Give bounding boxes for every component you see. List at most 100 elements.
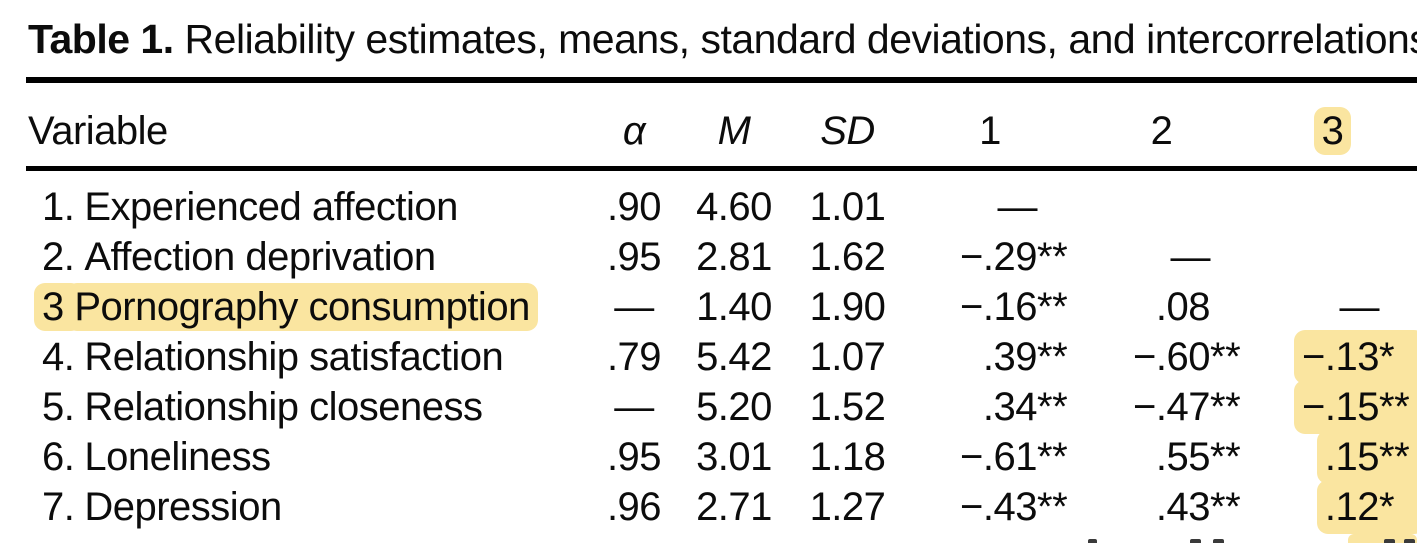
correlation-value: −.15 <box>1302 385 1379 429</box>
significance-stars: ** <box>1037 485 1068 529</box>
mean-cell: 5.42 <box>696 335 772 379</box>
table-title-label: Table 1. <box>28 16 174 62</box>
correlation-1-cell: −.29 ** <box>905 232 1075 282</box>
significance-stars: ** <box>1037 235 1068 279</box>
mean-cell: 5.20 <box>696 385 772 429</box>
row-label: Depression <box>84 485 282 529</box>
correlation-value: −.61 <box>960 435 1037 479</box>
clipped-row-mark <box>1404 539 1415 543</box>
variable-label-cell: 1. Experienced affection <box>28 182 590 232</box>
table-row: 1. Experienced affection .90 4.60 1.01 — <box>28 182 1417 232</box>
alpha-cell: .90 <box>606 185 662 229</box>
significance-stars: ** <box>1210 385 1241 429</box>
correlation-3-cell: .12 * <box>1248 480 1417 534</box>
column-header-2: 2 <box>1150 109 1173 153</box>
alpha-cell: .79 <box>606 335 662 379</box>
correlation-3-cell: −.15 ** <box>1248 380 1417 434</box>
correlation-value: .39 <box>982 335 1038 379</box>
mean-cell: 3.01 <box>696 435 772 479</box>
significance-stars <box>1379 282 1417 332</box>
correlation-value: .43 <box>1155 485 1211 529</box>
sd-cell: 1.62 <box>809 235 886 279</box>
correlation-value: −.47 <box>1133 385 1210 429</box>
significance-stars: ** <box>1379 435 1410 479</box>
column-header-variable: Variable <box>28 109 168 153</box>
mean-cell: 2.71 <box>696 485 772 529</box>
row-number: 6. <box>42 435 75 479</box>
table-header-row: Variable α M SD 1 2 3 <box>28 104 1417 158</box>
clipped-row-highlight <box>1348 534 1417 543</box>
sd-cell: 1.90 <box>809 285 886 329</box>
clipped-row-mark <box>1384 539 1395 543</box>
table-row: 7. Depression .96 2.71 1.27 −.43 ** .43 ** … <box>28 480 1417 534</box>
correlation-2-cell: .08 <box>1075 282 1248 332</box>
row-number: 5. <box>42 385 75 429</box>
sd-cell: 1.18 <box>809 435 886 479</box>
column-header-3-highlight: 3 <box>1313 107 1352 155</box>
correlation-3-cell: −.13 * <box>1248 330 1417 384</box>
variable-label-cell: 2. Affection deprivation <box>28 232 590 282</box>
row-number: 7. <box>42 485 75 529</box>
significance-stars: ** <box>1037 335 1068 379</box>
alpha-cell: .95 <box>606 435 662 479</box>
table-row: 3.Pornography consumption — 1.40 1.90 −.… <box>28 282 1417 332</box>
significance-stars: * <box>1379 485 1395 529</box>
significance-stars: ** <box>1037 435 1068 479</box>
mean-cell: 1.40 <box>696 285 772 329</box>
row-label: Affection deprivation <box>84 235 436 279</box>
row-label: Loneliness <box>84 435 271 479</box>
sd-cell: 1.07 <box>809 335 886 379</box>
correlation-value: .15 <box>1324 435 1380 479</box>
correlation-2-cell: .43 ** <box>1075 482 1248 532</box>
significance-stars: ** <box>1210 485 1241 529</box>
column-header-3: 3 <box>1248 104 1417 158</box>
significance-stars: ** <box>1379 385 1410 429</box>
correlation-2-cell: −.60 ** <box>1075 332 1248 382</box>
header-rule <box>26 166 1417 171</box>
sd-cell: 1.01 <box>809 185 886 229</box>
variable-label-cell: 6. Loneliness <box>28 432 590 482</box>
column-header-1: 1 <box>979 109 1001 153</box>
correlation-3-cell: .15 ** <box>1248 430 1417 484</box>
alpha-cell: .96 <box>606 485 662 529</box>
correlation-1-cell: −.16 ** <box>905 282 1075 332</box>
correlation-1-cell: −.61 ** <box>905 432 1075 482</box>
correlation-value: — <box>997 185 1038 229</box>
table-body: 1. Experienced affection .90 4.60 1.01 — … <box>28 182 1417 534</box>
correlation-1-cell: — <box>905 182 1075 232</box>
correlation-2-cell: .55 ** <box>1075 432 1248 482</box>
table-row: 5. Relationship closeness — 5.20 1.52 .34… <box>28 380 1417 434</box>
correlation-value: −.16 <box>960 285 1037 329</box>
column-header-sd: SD <box>820 109 875 153</box>
correlation-value: .34 <box>982 385 1038 429</box>
variable-label-cell: 7. Depression <box>28 482 590 532</box>
correlation-value: −.29 <box>960 235 1037 279</box>
correlation-2-cell: −.47 ** <box>1075 382 1248 432</box>
variable-label-cell: 5. Relationship closeness <box>28 382 590 432</box>
significance-stars: ** <box>1037 385 1068 429</box>
top-rule <box>26 77 1417 83</box>
clipped-row-mark <box>1213 539 1224 543</box>
correlation-value: −.43 <box>960 485 1037 529</box>
significance-stars: ** <box>1210 335 1241 379</box>
correlation-1-cell: −.43 ** <box>905 482 1075 532</box>
mean-cell: 4.60 <box>696 185 772 229</box>
table-row: 2. Affection deprivation .95 2.81 1.62 −.… <box>28 232 1417 282</box>
mean-cell: 2.81 <box>696 235 772 279</box>
significance-stars: ** <box>1210 435 1241 479</box>
clipped-row-mark <box>1190 539 1201 543</box>
table-title: Table 1. Reliability estimates, means, s… <box>28 14 1417 64</box>
sd-cell: 1.52 <box>809 385 886 429</box>
variable-label-cell: 3.Pornography consumption <box>28 282 590 332</box>
significance-stars <box>1037 182 1075 232</box>
correlation-value: −.13 <box>1302 335 1379 379</box>
correlation-value: .55 <box>1155 435 1211 479</box>
correlation-2-cell: — <box>1075 232 1248 282</box>
column-header-alpha: α <box>622 109 646 153</box>
row-label: Relationship closeness <box>84 385 483 429</box>
significance-stars <box>1210 232 1248 282</box>
variable-label-cell: 4. Relationship satisfaction <box>28 332 590 382</box>
significance-stars: * <box>1379 335 1395 379</box>
correlation-value: −.60 <box>1133 335 1210 379</box>
